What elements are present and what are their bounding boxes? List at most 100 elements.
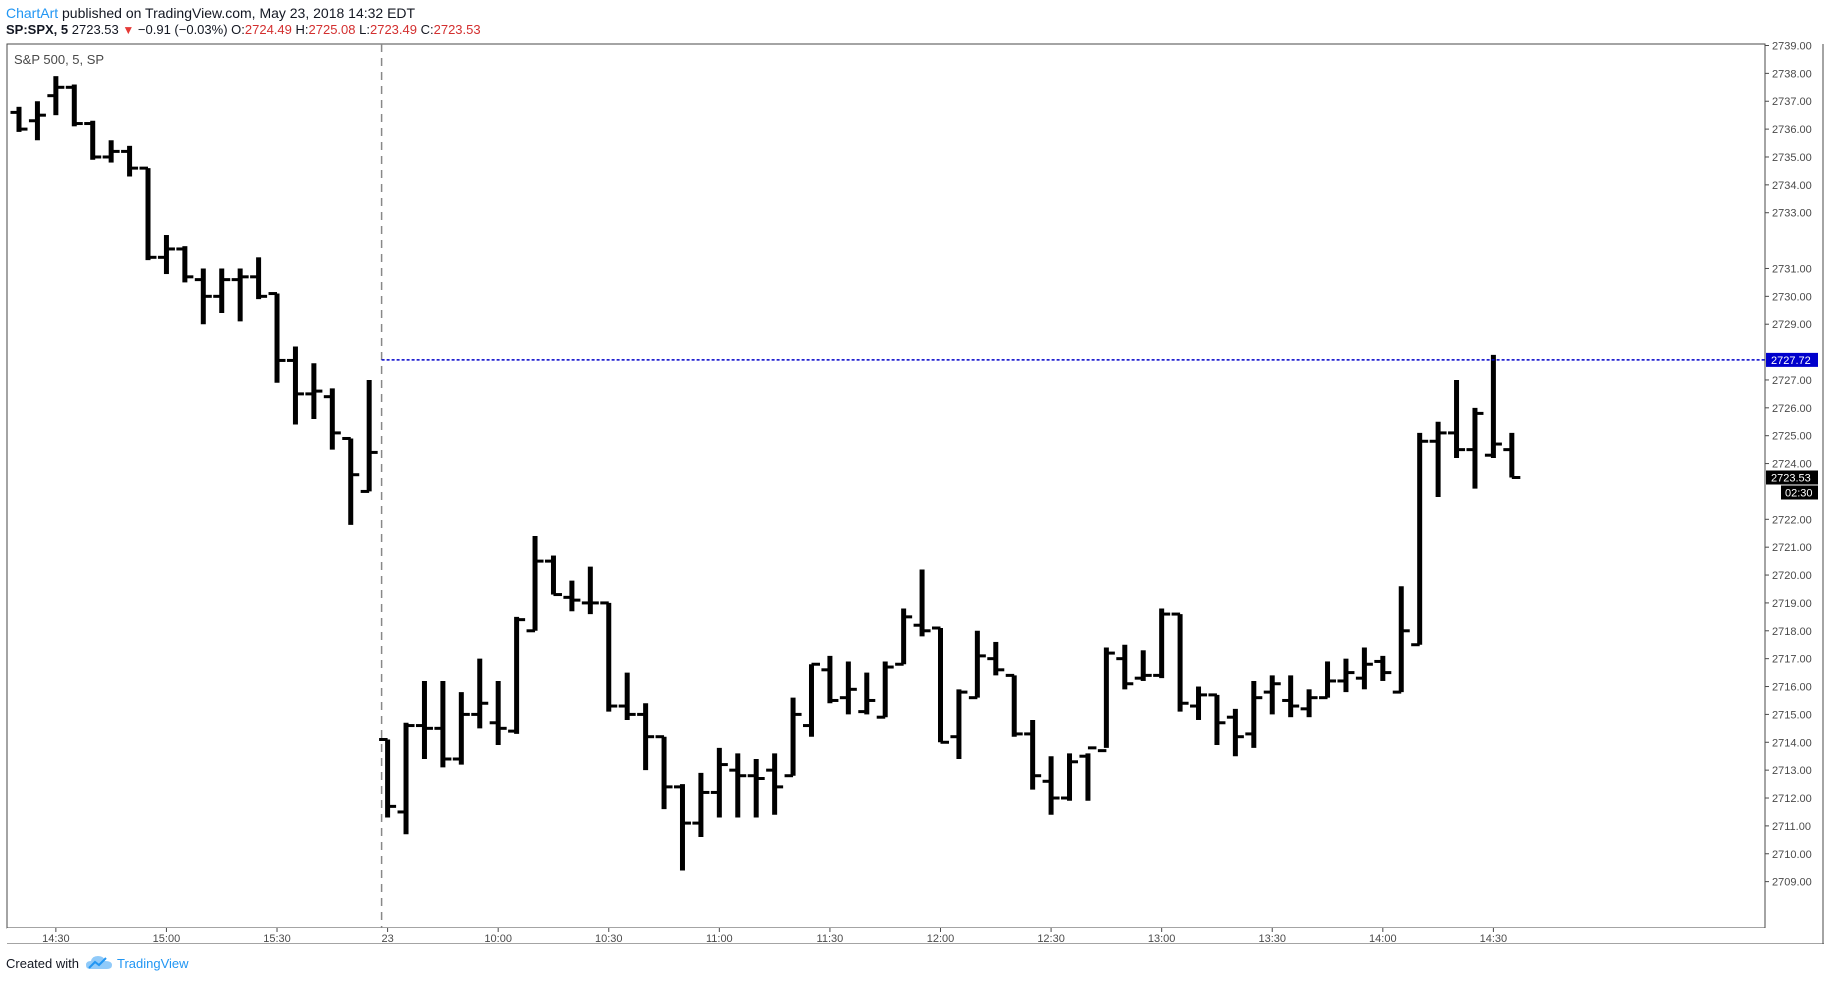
countdown-label-bg <box>1781 485 1818 500</box>
ohlc-bar <box>1411 432 1429 647</box>
ohlc-bar <box>710 747 728 818</box>
tradingview-brand-link[interactable]: TradingView <box>117 956 189 971</box>
ohlc-bar <box>673 784 691 871</box>
price-tick-label: 2718.00 <box>1772 626 1812 638</box>
ohlc-bar <box>1466 407 1484 489</box>
horizontal-line-label: 2727.72 <box>1771 355 1811 367</box>
high-label: H: <box>295 22 309 37</box>
last-price-label: 2723.53 <box>1771 473 1811 485</box>
time-tick-label: 15:00 <box>153 933 181 944</box>
price-tick-label: 2730.00 <box>1772 291 1812 303</box>
price-tick-label: 2715.00 <box>1772 709 1812 721</box>
ohlc-bar <box>1263 675 1281 715</box>
price-tick-label: 2738.00 <box>1772 68 1812 80</box>
horizontal-line-label-bg <box>1766 352 1818 367</box>
price-tick-label: 2709.00 <box>1772 877 1812 889</box>
ohlc-bar <box>1208 693 1226 746</box>
ohlc-bar <box>839 661 857 715</box>
ohlc-bar <box>1355 647 1373 690</box>
footer: Created with TradingView <box>0 944 1824 982</box>
ohlc-bar <box>1374 655 1392 681</box>
time-tick-label: 12:30 <box>1037 933 1065 944</box>
ohlc-bar <box>1116 644 1134 690</box>
ohlc-bar <box>194 268 212 325</box>
time-tick-label: 11:30 <box>817 933 844 944</box>
symbol-line: SP:SPX, 5 2723.53 ▼ −0.91 (−0.03%) O:272… <box>6 22 481 37</box>
publish-line: ChartArt published on TradingView.com, M… <box>6 5 415 21</box>
price-tick-label: 2717.00 <box>1772 654 1812 666</box>
price-tick-label: 2724.00 <box>1772 459 1812 471</box>
price-tick-label: 2735.00 <box>1772 152 1812 164</box>
chart-header: ChartArt published on TradingView.com, M… <box>0 0 1824 44</box>
author-link[interactable]: ChartArt <box>6 5 59 21</box>
price-tick-label: 2722.00 <box>1772 514 1812 526</box>
ohlc-bar <box>729 753 747 818</box>
ohlc-bar <box>1079 746 1097 801</box>
time-tick-label: 14:30 <box>42 933 70 944</box>
ohlc-bar <box>213 268 231 314</box>
ohlc-bar <box>618 672 636 720</box>
time-tick-label: 11:00 <box>706 933 733 944</box>
ohlc-bar <box>655 735 673 810</box>
ohlc-bar <box>1171 612 1189 712</box>
ohlc-bar <box>932 626 949 744</box>
ohlc-bar <box>47 76 65 116</box>
ohlc-bar <box>305 363 323 419</box>
ohlc-bar <box>581 566 599 615</box>
ohlc-bar <box>1300 689 1318 718</box>
price-tick-label: 2713.00 <box>1772 765 1812 777</box>
ohlc-bar <box>1024 719 1042 790</box>
price-tick-label: 2712.00 <box>1772 793 1812 805</box>
close-value: 2723.53 <box>433 22 481 37</box>
ohlc-bar <box>563 580 581 612</box>
price-tick-label: 2716.00 <box>1772 682 1812 694</box>
ohlc-bar <box>1190 686 1208 720</box>
symbol-label: SP:SPX, 5 <box>6 22 69 37</box>
ohlc-bar <box>1448 379 1466 458</box>
time-tick-label: 23 <box>381 933 393 944</box>
published-text: published on TradingView.com, May 23, 20… <box>62 5 416 21</box>
chart-overlays: 2727.72 2723.53 02:30 <box>380 44 1818 928</box>
price-tick-label: 2710.00 <box>1772 849 1812 861</box>
ohlc-bar <box>1153 608 1171 679</box>
last-price: 2723.53 <box>71 22 119 37</box>
ohlc-bar <box>747 758 765 818</box>
ohlc-bar <box>544 555 562 597</box>
price-tick-label: 2736.00 <box>1772 124 1812 136</box>
ohlc-bar <box>1005 673 1023 737</box>
ohlc-bar <box>65 84 83 127</box>
ohlc-bar <box>360 379 378 493</box>
ohlc-bar <box>968 630 986 700</box>
price-tick-label: 2711.00 <box>1772 821 1811 833</box>
ohlc-bar <box>1337 658 1355 693</box>
time-tick-label: 14:30 <box>1480 933 1508 944</box>
price-axis-bottom-border <box>7 928 1824 944</box>
ohlc-bar <box>1484 354 1502 458</box>
ohlc-bar <box>766 753 784 815</box>
time-tick-label: 12:00 <box>927 933 955 944</box>
ohlc-bar <box>600 601 618 712</box>
price-change: −0.91 (−0.03%) <box>137 22 228 37</box>
ohlc-bar <box>231 268 249 322</box>
ohlc-bar <box>121 145 139 177</box>
ohlc-bar <box>157 235 175 275</box>
ohlc-bar <box>1392 586 1410 694</box>
ohlc-bar <box>913 569 931 637</box>
ohlc-bar <box>379 737 397 818</box>
price-tick-label: 2733.00 <box>1772 208 1812 220</box>
tradingview-cloud-icon <box>86 956 112 969</box>
time-tick-label: 13:30 <box>1258 933 1286 944</box>
ohlc-bar <box>1245 680 1263 748</box>
ohlc-bar <box>10 106 28 132</box>
high-value: 2725.08 <box>308 22 356 37</box>
plot-area[interactable] <box>6 43 1766 929</box>
countdown-label: 02:30 <box>1785 488 1813 500</box>
ohlc-bar <box>802 662 820 737</box>
ohlc-bar <box>286 346 304 425</box>
time-axis[interactable]: 14:30 15:00 15:30 23 10:00 10:30 11:00 11:30 12:… <box>42 928 1507 944</box>
ohlc-bar <box>987 641 1005 676</box>
price-tick-label: 2721.00 <box>1772 542 1812 554</box>
price-chart[interactable]: S&P 500, 5, SP 2709.00 2710.00 2711.00 2712… <box>0 0 1824 944</box>
price-axis[interactable]: 2709.00 2710.00 2711.00 2712.00 2713.00 2714.… <box>1765 41 1812 889</box>
ohlc-bar <box>1061 753 1079 801</box>
